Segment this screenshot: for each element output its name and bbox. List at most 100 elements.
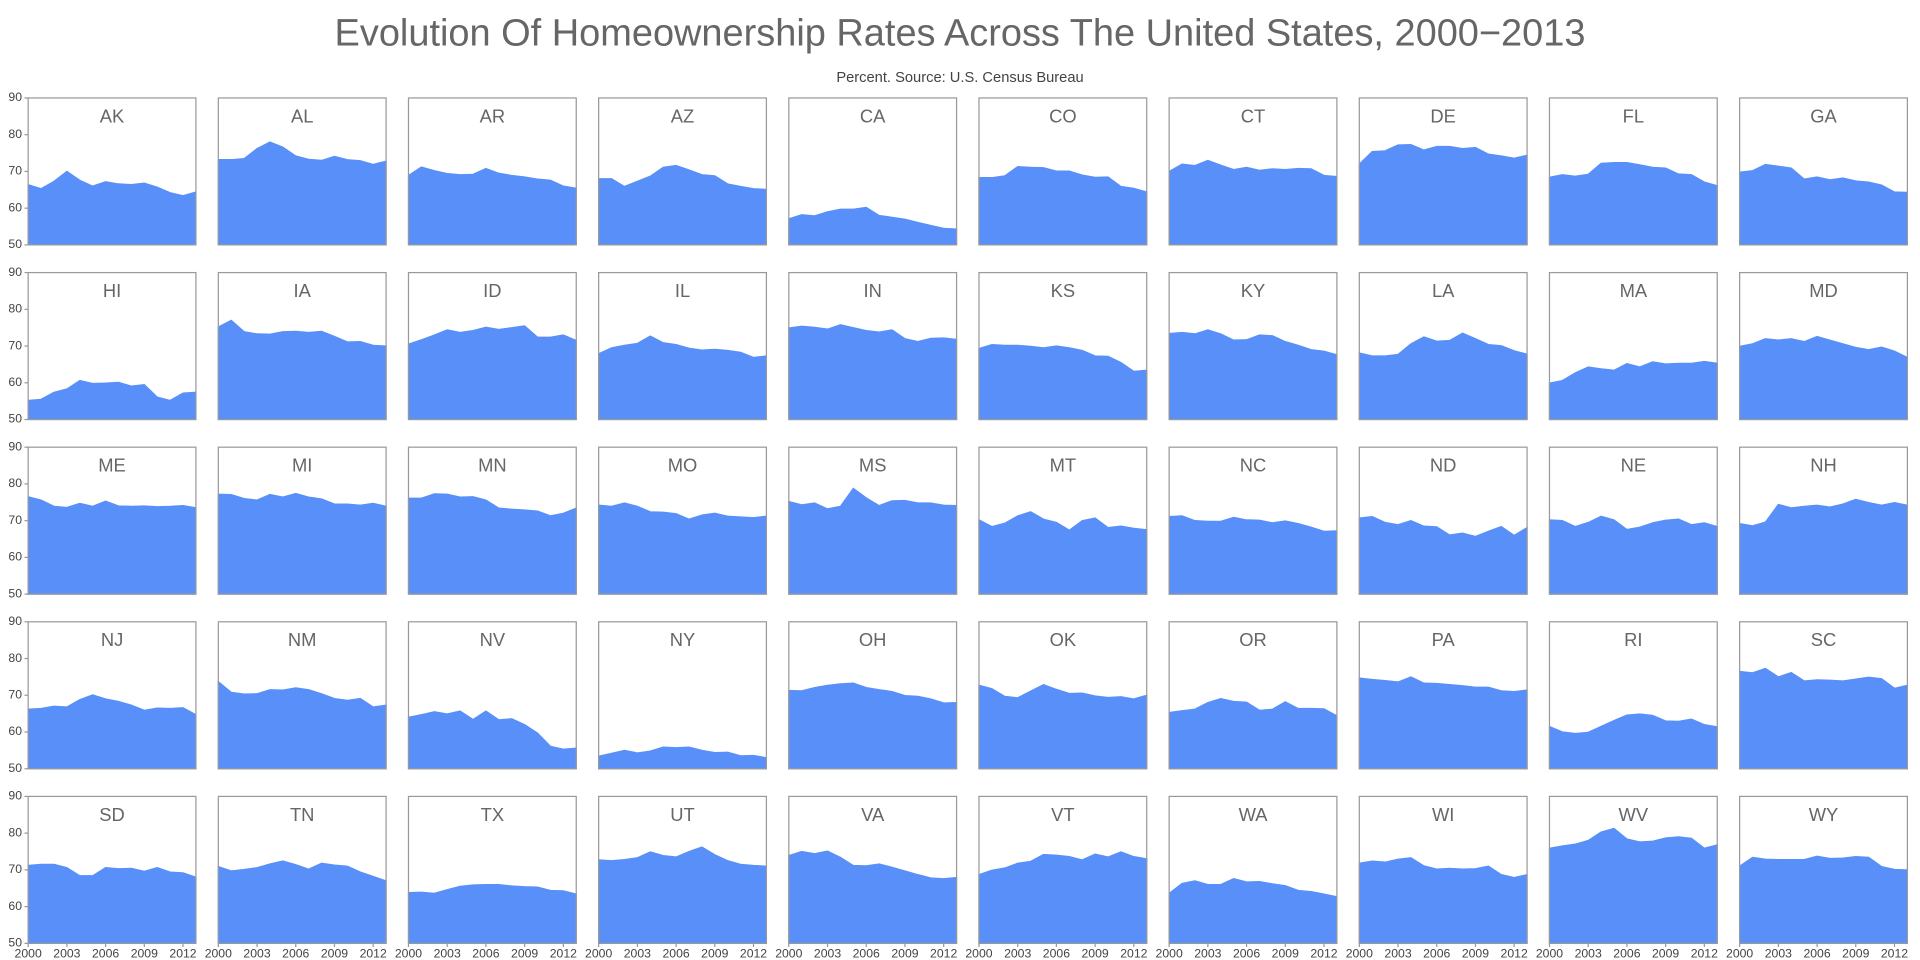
panel-title: FL xyxy=(1623,105,1644,126)
y-tick-label: 50 xyxy=(8,761,22,775)
panel-title: AR xyxy=(480,105,506,126)
panel-frame xyxy=(788,97,958,246)
x-tick-label: 2012 xyxy=(1120,947,1147,960)
x-tick-label: 2009 xyxy=(321,947,348,960)
area xyxy=(1358,676,1528,770)
x-tick-label: 2003 xyxy=(1004,947,1031,960)
x-tick-label: 2009 xyxy=(1652,947,1679,960)
y-tick-label: 70 xyxy=(8,164,22,178)
panel-title: CT xyxy=(1241,105,1265,126)
panel-title: CA xyxy=(860,105,886,126)
panel-title: NV xyxy=(480,629,506,650)
y-tick-label: 90 xyxy=(8,439,22,453)
x-tick-label: 2009 xyxy=(1082,947,1109,960)
panel-title: NC xyxy=(1240,455,1267,476)
y-tick-label: 60 xyxy=(8,375,22,389)
y-tick-label: 60 xyxy=(8,724,22,738)
panel-frame xyxy=(1739,621,1908,770)
panel-title: AZ xyxy=(671,105,694,126)
y-tick-label: 90 xyxy=(8,614,22,628)
panel-frame xyxy=(598,795,768,944)
x-tick-label: 2003 xyxy=(1384,947,1411,960)
y-tick-label: 80 xyxy=(8,302,22,316)
x-tick-label: 2012 xyxy=(169,947,196,960)
panel-frame xyxy=(788,446,958,595)
area xyxy=(1358,515,1528,595)
area xyxy=(1739,498,1908,595)
area xyxy=(27,379,197,421)
area xyxy=(978,683,1148,770)
x-tick-label: 2000 xyxy=(965,947,992,960)
x-tick-label: 2000 xyxy=(775,947,802,960)
chart-title: Evolution Of Homeownership Rates Across … xyxy=(335,13,1586,55)
y-tick-label: 60 xyxy=(8,550,22,564)
area xyxy=(27,694,197,770)
panel-frame xyxy=(788,621,958,770)
y-tick-label: 50 xyxy=(8,412,22,426)
panel-frame xyxy=(598,621,768,770)
area xyxy=(788,682,958,770)
panel-title: MI xyxy=(292,455,312,476)
panel-frame xyxy=(788,795,958,944)
panel-frame xyxy=(217,795,387,944)
x-tick-label: 2012 xyxy=(1310,947,1337,960)
area xyxy=(1739,163,1908,246)
x-tick-label: 2009 xyxy=(1462,947,1489,960)
x-tick-label: 2000 xyxy=(1536,947,1563,960)
y-tick-label: 90 xyxy=(8,90,22,104)
panel-title: NJ xyxy=(101,629,123,650)
panel-frame xyxy=(1548,795,1718,944)
panel-title: KY xyxy=(1241,280,1266,301)
y-tick-label: 60 xyxy=(8,200,22,214)
area xyxy=(598,846,768,944)
area xyxy=(1358,857,1528,944)
area xyxy=(788,850,958,944)
panel-title: ND xyxy=(1430,455,1457,476)
panel-title: NM xyxy=(288,629,317,650)
y-tick-label: 70 xyxy=(8,862,22,876)
area xyxy=(598,335,768,421)
x-tick-label: 2003 xyxy=(624,947,651,960)
panel-frame xyxy=(1739,795,1908,944)
panel-title: NE xyxy=(1621,455,1647,476)
panel-title: LA xyxy=(1432,280,1455,301)
y-tick-label: 80 xyxy=(8,127,22,141)
panel-title: SD xyxy=(99,804,125,825)
panel-frame xyxy=(217,446,387,595)
panel-frame xyxy=(217,97,387,246)
panel-title: TX xyxy=(481,804,504,825)
panel-frame xyxy=(1358,795,1528,944)
panel-frame xyxy=(1548,621,1718,770)
x-tick-label: 2009 xyxy=(701,947,728,960)
area xyxy=(1548,360,1718,421)
panel-frame xyxy=(1168,271,1338,421)
area xyxy=(407,710,577,770)
panel-frame xyxy=(978,271,1148,421)
y-tick-label: 50 xyxy=(8,586,22,600)
panel-frame xyxy=(1739,271,1908,421)
panel-title: VA xyxy=(861,804,885,825)
x-tick-label: 2000 xyxy=(1346,947,1373,960)
area xyxy=(598,746,768,770)
area xyxy=(788,324,958,421)
area xyxy=(788,487,958,595)
panel-frame xyxy=(1739,97,1908,246)
x-tick-label: 2009 xyxy=(131,947,158,960)
panel-title: MO xyxy=(668,455,698,476)
panel-title: WI xyxy=(1432,804,1454,825)
area xyxy=(407,325,577,421)
area xyxy=(978,166,1148,246)
x-tick-label: 2006 xyxy=(1423,947,1450,960)
y-tick-label: 60 xyxy=(8,899,22,913)
panel-title: WY xyxy=(1809,804,1839,825)
panel-frame xyxy=(407,271,577,421)
panel-title: OK xyxy=(1050,629,1077,650)
panel-frame xyxy=(1548,446,1718,595)
panel-frame xyxy=(1168,97,1338,246)
x-tick-label: 2000 xyxy=(1726,947,1753,960)
area xyxy=(217,141,387,246)
y-tick-label: 70 xyxy=(8,338,22,352)
panel-title: PA xyxy=(1432,629,1456,650)
x-tick-label: 2003 xyxy=(814,947,841,960)
